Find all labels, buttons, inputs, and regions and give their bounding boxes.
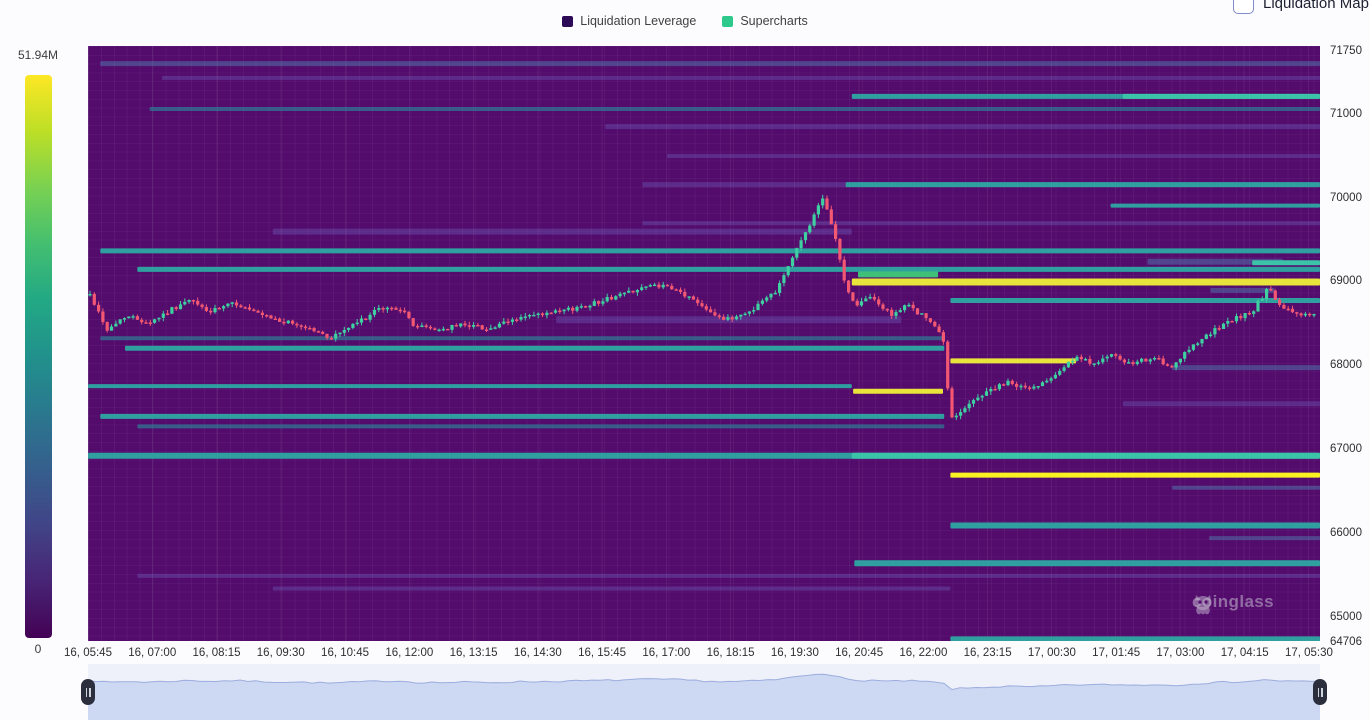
legend-item-liquidation-leverage[interactable]: Liquidation Leverage [562, 14, 696, 28]
time-tick-label: 17, 04:15 [1220, 647, 1269, 659]
liquidation-heatmap-chart[interactable]: coinglass [88, 46, 1320, 641]
legend-item-supercharts[interactable]: Supercharts [722, 14, 808, 28]
time-tick-label: 16, 23:15 [963, 647, 1012, 659]
colorbar-max-label: 51.94M [17, 48, 59, 62]
legend-label: Supercharts [740, 14, 808, 28]
time-tick-label: 16, 09:30 [256, 647, 305, 659]
time-tick-label: 17, 00:30 [1027, 647, 1076, 659]
navigator-area-chart [88, 673, 1320, 720]
time-tick-label: 16, 19:30 [770, 647, 819, 659]
time-tick-label: 16, 14:30 [513, 647, 562, 659]
legend-label: Liquidation Leverage [580, 14, 697, 28]
time-tick-label: 17, 01:45 [1092, 647, 1141, 659]
time-tick-label: 16, 15:45 [578, 647, 627, 659]
price-tick-label: 71000 [1330, 107, 1362, 120]
time-tick-label: 16, 18:15 [706, 647, 755, 659]
price-tick-label: 69000 [1330, 275, 1362, 288]
chart-legend: Liquidation Leverage Supercharts [0, 14, 1370, 28]
price-tick-label: 65000 [1330, 611, 1362, 624]
colorbar-gradient [25, 75, 52, 638]
time-tick-label: 16, 10:45 [321, 647, 370, 659]
time-tick-label: 16, 17:00 [642, 647, 691, 659]
colorbar-min-label: 0 [34, 642, 42, 656]
legend-swatch-supercharts [722, 15, 734, 27]
heatmap-candles-canvas [88, 61, 1320, 641]
time-tick-label: 16, 20:45 [835, 647, 884, 659]
price-tick-label: 64706 [1330, 636, 1362, 649]
price-tick-label: 68000 [1330, 359, 1362, 372]
time-tick-label: 16, 07:00 [128, 647, 177, 659]
time-tick-label: 16, 05:45 [64, 647, 112, 659]
price-tick-label: 66000 [1330, 527, 1362, 540]
checkbox-icon[interactable] [1233, 0, 1254, 14]
range-navigator[interactable] [88, 664, 1320, 720]
price-tick-label: 67000 [1330, 443, 1362, 456]
time-tick-label: 16, 22:00 [899, 647, 948, 659]
liquidation-map-toggle[interactable]: Liquidation Map [1233, 0, 1369, 14]
time-tick-label: 16, 13:15 [449, 647, 498, 659]
price-tick-label: 71750 [1330, 44, 1362, 57]
navigator-right-handle[interactable] [1313, 679, 1327, 705]
time-tick-label: 17, 05:30 [1284, 647, 1333, 659]
navigator-left-handle[interactable] [81, 679, 95, 705]
time-tick-label: 16, 08:15 [192, 647, 241, 659]
legend-swatch-liquidation-leverage [562, 15, 574, 27]
time-tick-label: 16, 12:00 [385, 647, 434, 659]
liquidation-map-label: Liquidation Map [1263, 0, 1369, 12]
price-tick-label: 70000 [1330, 191, 1362, 204]
time-tick-label: 17, 03:00 [1156, 647, 1205, 659]
